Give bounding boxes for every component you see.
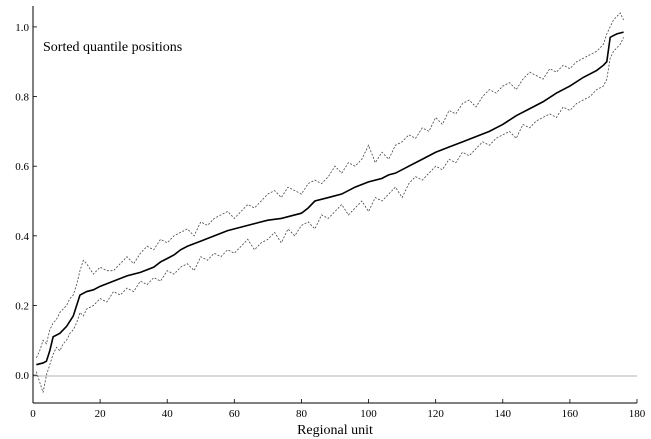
x-tick-label: 60 <box>229 408 241 420</box>
y-tick-label: 1.0 <box>15 22 29 34</box>
y-axis-ticks: 0.0 0.2 0.4 0.6 0.8 1.0 <box>15 22 37 382</box>
x-tick-label: 180 <box>629 408 646 420</box>
chart-annotation: Sorted quantile positions <box>43 40 182 55</box>
lower-bound-series-line <box>35 37 624 393</box>
x-tick-label: 80 <box>296 408 308 420</box>
x-tick-label: 120 <box>427 408 444 420</box>
y-tick-label: 0.0 <box>15 370 29 382</box>
median-series-line <box>36 31 624 366</box>
x-axis-ticks: 0 20 40 60 80 100 120 140 160 180 <box>30 399 646 420</box>
y-tick-label: 0.8 <box>15 92 29 104</box>
x-axis-label: Regional unit <box>297 423 373 438</box>
upper-bound-series-line <box>35 12 624 358</box>
y-tick-label: 0.2 <box>15 300 29 312</box>
y-tick-label: 0.6 <box>15 161 29 173</box>
x-tick-label: 40 <box>162 408 174 420</box>
y-tick-label: 0.4 <box>15 231 29 243</box>
x-tick-label: 100 <box>360 408 377 420</box>
series-layer <box>35 12 624 393</box>
x-tick-label: 160 <box>562 408 579 420</box>
x-tick-label: 140 <box>495 408 512 420</box>
x-tick-label: 20 <box>95 408 107 420</box>
x-tick-label: 0 <box>30 408 36 420</box>
